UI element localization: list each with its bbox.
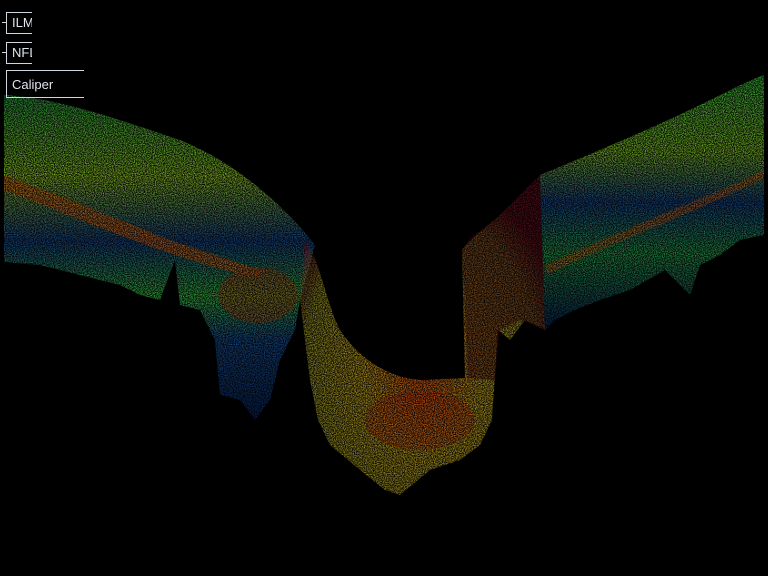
ilm-layer-button[interactable]: ILM [6,12,32,34]
tick-mark [2,22,6,23]
tick-mark [2,52,6,53]
optic-nerve-region [300,175,545,495]
nfl-layer-button[interactable]: NFL [6,42,32,64]
caliper-tool-button[interactable]: Caliper [6,70,84,98]
right-retina-layer [540,75,764,330]
left-retina-layer [4,95,315,420]
